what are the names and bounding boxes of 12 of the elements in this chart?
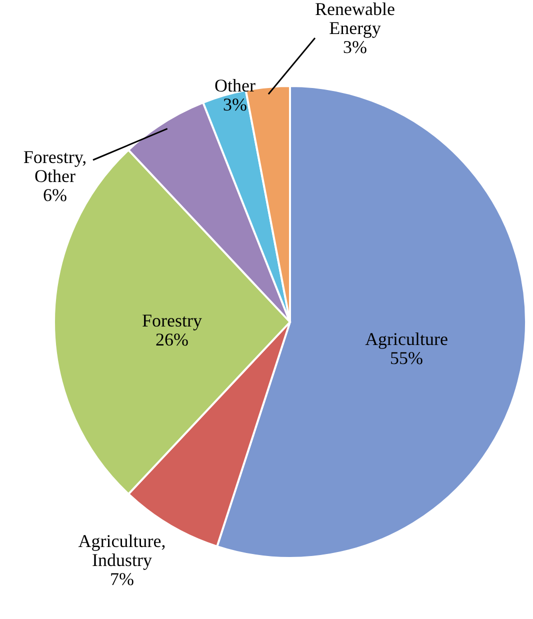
data-label: 55%	[390, 348, 424, 368]
slice-label: Agriculture, Industry	[78, 531, 166, 570]
slice-label: Agriculture	[365, 328, 448, 349]
slice-label: Other	[214, 76, 256, 96]
data-label: 3%	[223, 94, 247, 114]
data-label: 26%	[156, 330, 188, 350]
slice-label: Forestry	[142, 310, 202, 330]
slice-label: Forestry, Other	[23, 147, 87, 186]
slice-label: Renewable Energy	[315, 0, 395, 38]
data-label: 7%	[110, 569, 134, 589]
data-label: 6%	[43, 185, 67, 205]
data-label: 3%	[343, 37, 367, 57]
